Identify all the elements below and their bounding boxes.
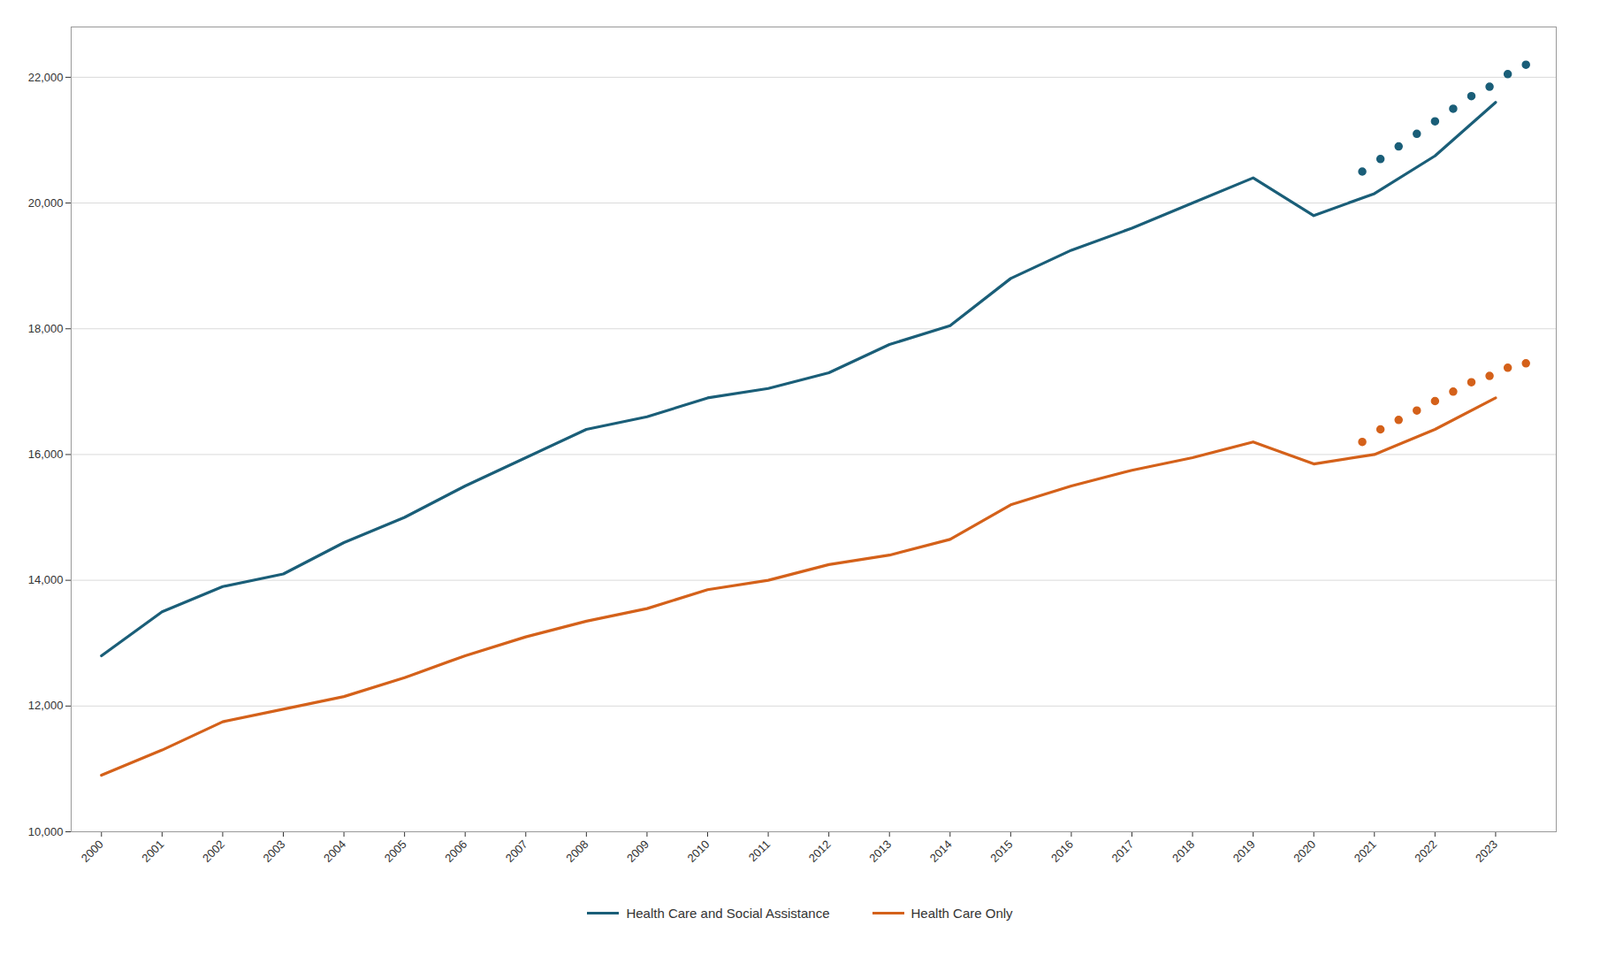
svg-text:2005: 2005: [381, 837, 410, 865]
svg-text:22,000: 22,000: [28, 70, 64, 84]
svg-text:2014: 2014: [927, 837, 955, 865]
svg-text:2015: 2015: [987, 837, 1015, 865]
svg-text:2006: 2006: [441, 837, 470, 865]
svg-text:2013: 2013: [866, 837, 894, 865]
html-text:Health Care and Social Assista: Health Care and Social Assistance: [626, 905, 830, 921]
svg-text:2011: 2011: [746, 837, 773, 864]
svg-text:2010: 2010: [685, 837, 713, 865]
svg-text:2004: 2004: [320, 837, 349, 865]
svg-text:2003: 2003: [260, 837, 289, 865]
svg-text:2009: 2009: [624, 837, 652, 865]
svg-text:2001: 2001: [138, 837, 167, 865]
svg-text:20,000: 20,000: [28, 196, 64, 210]
svg-text:14,000: 14,000: [28, 572, 64, 587]
svg-text:16,000: 16,000: [28, 447, 64, 461]
svg-text:10,000: 10,000: [28, 824, 64, 839]
svg-text:2002: 2002: [199, 837, 228, 865]
svg-text:12,000: 12,000: [28, 698, 64, 712]
svg-text:2012: 2012: [806, 837, 834, 865]
svg-text:2023: 2023: [1472, 837, 1501, 865]
svg-text:2017: 2017: [1109, 837, 1137, 865]
svg-text:2000: 2000: [78, 837, 107, 865]
svg-text:2018: 2018: [1169, 837, 1197, 865]
svg-text:2021: 2021: [1351, 837, 1380, 865]
svg-text:2022: 2022: [1411, 837, 1440, 865]
svg-text:2019: 2019: [1230, 837, 1258, 865]
html-text:Health Care Only: Health Care Only: [910, 905, 1013, 921]
svg-text:2008: 2008: [563, 837, 591, 865]
svg-text:2016: 2016: [1048, 837, 1076, 865]
svg-text:2007: 2007: [502, 837, 531, 865]
svg-text:2020: 2020: [1290, 837, 1319, 865]
svg-text:18,000: 18,000: [28, 321, 64, 336]
